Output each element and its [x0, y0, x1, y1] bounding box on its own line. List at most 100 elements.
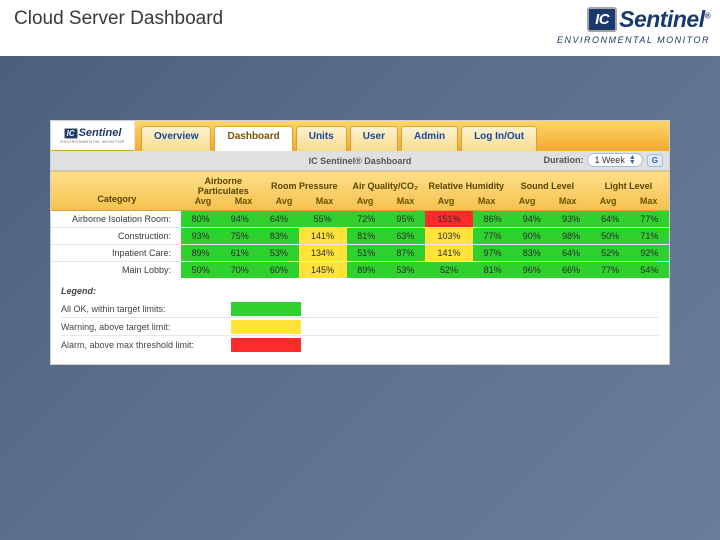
tab-bar: OverviewDashboardUnitsUserAdminLog In/Ou…	[135, 121, 669, 151]
metric-cell[interactable]: 70%	[220, 262, 259, 279]
metric-cell[interactable]: 141%	[425, 245, 473, 262]
metric-cell[interactable]: 103%	[425, 228, 473, 245]
metric-cell[interactable]: 77%	[473, 228, 512, 245]
metric-cell[interactable]: 89%	[347, 262, 386, 279]
metric-cell[interactable]: 77%	[630, 211, 669, 228]
metric-cell[interactable]: 94%	[512, 211, 551, 228]
tab-log-in-out[interactable]: Log In/Out	[461, 126, 537, 151]
metric-cell[interactable]: 64%	[591, 211, 630, 228]
legend-label: Alarm, above max threshold limit:	[61, 340, 231, 350]
duration-select[interactable]: 1 Week ▲▼	[587, 153, 642, 167]
logo-subtitle: ENVIRONMENTAL MONITOR	[557, 35, 710, 45]
col-category: Category	[51, 172, 183, 210]
legend-row: Warning, above target limit:	[61, 318, 659, 336]
metrics-table: CategoryAirborne ParticulatesRoom Pressu…	[51, 172, 669, 210]
row-label: Construction:	[51, 228, 181, 245]
table-row: Construction:93%75%83%141%81%63%103%77%9…	[51, 228, 669, 245]
metric-cell[interactable]: 53%	[259, 245, 298, 262]
metric-cell[interactable]: 81%	[347, 228, 386, 245]
col-group: Relative Humidity	[426, 172, 507, 196]
tab-admin[interactable]: Admin	[401, 126, 458, 151]
col-sub: Avg	[264, 196, 305, 210]
legend-label: Warning, above target limit:	[61, 322, 231, 332]
table-row: Main Lobby:50%70%60%145%89%53%52%81%96%6…	[51, 262, 669, 279]
table-row: Airborne Isolation Room:80%94%64%55%72%9…	[51, 211, 669, 228]
panel-small-logo: IC Sentinel ENVIRONMENTAL MONITOR	[51, 121, 135, 151]
tab-user[interactable]: User	[350, 126, 398, 151]
tab-units[interactable]: Units	[296, 126, 347, 151]
metric-cell[interactable]: 55%	[299, 211, 347, 228]
legend-swatch	[231, 338, 301, 352]
metric-cell[interactable]: 77%	[591, 262, 630, 279]
row-label: Main Lobby:	[51, 262, 181, 279]
col-group: Airborne Particulates	[183, 172, 264, 196]
metric-cell[interactable]: 134%	[299, 245, 347, 262]
metric-cell[interactable]: 87%	[386, 245, 425, 262]
col-sub: Avg	[345, 196, 386, 210]
metric-cell[interactable]: 151%	[425, 211, 473, 228]
legend-label: All OK, within target limits:	[61, 304, 231, 314]
metric-cell[interactable]: 80%	[181, 211, 220, 228]
metric-cell[interactable]: 64%	[259, 211, 298, 228]
metric-cell[interactable]: 64%	[551, 245, 590, 262]
legend-title: Legend:	[61, 286, 659, 296]
metric-cell[interactable]: 53%	[386, 262, 425, 279]
row-label: Inpatient Care:	[51, 245, 181, 262]
metric-cell[interactable]: 72%	[347, 211, 386, 228]
col-sub: Max	[628, 196, 669, 210]
metric-cell[interactable]: 66%	[551, 262, 590, 279]
col-sub: Max	[223, 196, 264, 210]
tab-overview[interactable]: Overview	[141, 126, 211, 151]
col-sub: Max	[385, 196, 426, 210]
col-sub: Max	[466, 196, 507, 210]
metric-cell[interactable]: 60%	[259, 262, 298, 279]
col-sub: Max	[304, 196, 345, 210]
metric-cell[interactable]: 63%	[386, 228, 425, 245]
metric-cell[interactable]: 94%	[220, 211, 259, 228]
legend-swatch	[231, 320, 301, 334]
metric-cell[interactable]: 92%	[630, 245, 669, 262]
metric-cell[interactable]: 52%	[591, 245, 630, 262]
metric-cell[interactable]: 90%	[512, 228, 551, 245]
legend-swatch	[231, 302, 301, 316]
metric-cell[interactable]: 89%	[181, 245, 220, 262]
duration-label: Duration:	[543, 155, 583, 165]
metric-cell[interactable]: 141%	[299, 228, 347, 245]
dashboard-panel: IC Sentinel ENVIRONMENTAL MONITOR Overvi…	[50, 120, 670, 365]
col-sub: Max	[547, 196, 588, 210]
metric-cell[interactable]: 83%	[512, 245, 551, 262]
metric-cell[interactable]: 71%	[630, 228, 669, 245]
metric-cell[interactable]: 97%	[473, 245, 512, 262]
metric-cell[interactable]: 75%	[220, 228, 259, 245]
col-group: Air Quality/CO₂	[345, 172, 426, 196]
col-sub: Avg	[588, 196, 629, 210]
metric-cell[interactable]: 61%	[220, 245, 259, 262]
logo-ic-badge: IC	[587, 7, 617, 32]
tab-dashboard[interactable]: Dashboard	[214, 126, 292, 151]
metric-cell[interactable]: 50%	[591, 228, 630, 245]
col-sub: Avg	[183, 196, 224, 210]
legend-row: All OK, within target limits:	[61, 300, 659, 318]
metric-cell[interactable]: 98%	[551, 228, 590, 245]
metric-cell[interactable]: 81%	[473, 262, 512, 279]
col-sub: Avg	[426, 196, 467, 210]
sub-header: IC Sentinel® Dashboard Duration: 1 Week …	[51, 151, 669, 171]
metric-cell[interactable]: 50%	[181, 262, 220, 279]
metric-cell[interactable]: 93%	[551, 211, 590, 228]
brand-logo: IC Sentinel® ENVIRONMENTAL MONITOR	[557, 6, 710, 45]
metric-cell[interactable]: 86%	[473, 211, 512, 228]
metric-cell[interactable]: 54%	[630, 262, 669, 279]
col-group: Room Pressure	[264, 172, 345, 196]
metric-cell[interactable]: 52%	[425, 262, 473, 279]
metric-cell[interactable]: 93%	[181, 228, 220, 245]
legend: Legend: All OK, within target limits: War…	[51, 278, 669, 364]
metric-cell[interactable]: 95%	[386, 211, 425, 228]
duration-go-button[interactable]: G	[647, 154, 663, 167]
subheader-title: IC Sentinel® Dashboard	[309, 156, 412, 166]
metric-cell[interactable]: 51%	[347, 245, 386, 262]
chevron-updown-icon: ▲▼	[629, 155, 636, 165]
metric-cell[interactable]: 83%	[259, 228, 298, 245]
metric-cell[interactable]: 96%	[512, 262, 551, 279]
metric-cell[interactable]: 145%	[299, 262, 347, 279]
legend-row: Alarm, above max threshold limit:	[61, 336, 659, 354]
